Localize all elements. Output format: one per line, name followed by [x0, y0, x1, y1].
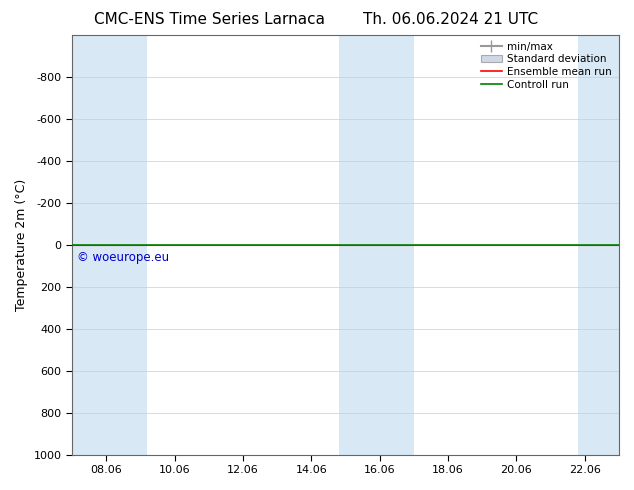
Legend: min/max, Standard deviation, Ensemble mean run, Controll run: min/max, Standard deviation, Ensemble me… — [479, 40, 614, 92]
Text: CMC-ENS Time Series Larnaca: CMC-ENS Time Series Larnaca — [94, 12, 325, 27]
Bar — [72, 35, 147, 455]
Y-axis label: Temperature 2m (°C): Temperature 2m (°C) — [15, 178, 28, 311]
Text: Th. 06.06.2024 21 UTC: Th. 06.06.2024 21 UTC — [363, 12, 538, 27]
Bar — [339, 35, 414, 455]
Text: © woeurope.eu: © woeurope.eu — [77, 251, 169, 264]
Bar — [578, 35, 619, 455]
